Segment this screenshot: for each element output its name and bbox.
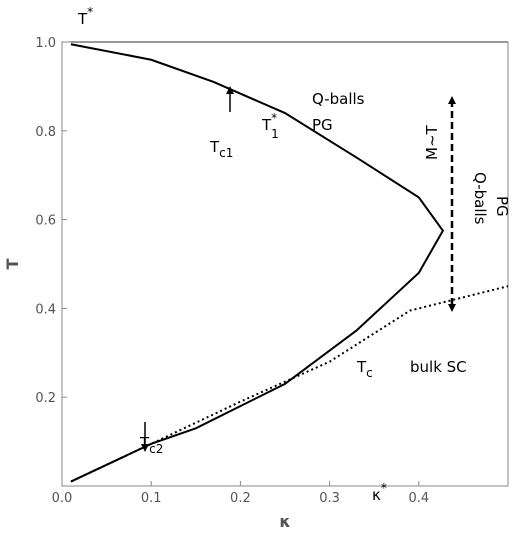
annotation: Tc1	[209, 138, 233, 160]
annotation-sup: *	[381, 481, 387, 495]
annotation-text: PG	[312, 116, 333, 134]
x-tick-label: 0.1	[141, 491, 162, 506]
annotation: T*	[77, 5, 93, 28]
annotation: M~T	[423, 124, 441, 160]
y-tick-label: 0.2	[35, 391, 56, 406]
annotation-sup: *	[271, 111, 277, 125]
annotation: Q-balls	[471, 172, 489, 225]
y-tick-label: 0.4	[35, 302, 56, 317]
annotation-text: PG	[493, 196, 511, 217]
annotation-text: T	[139, 434, 150, 452]
x-tick-label: 0.3	[319, 491, 340, 506]
annotation-text: Q-balls	[471, 172, 489, 225]
plot-frame	[61, 41, 509, 487]
series-line	[70, 285, 509, 483]
annotation: Q-balls	[312, 90, 365, 108]
y-tick-label: 0.6	[35, 214, 56, 229]
x-tick-label: 0.4	[408, 491, 429, 506]
annotation: PG	[493, 196, 511, 217]
annotation: Tc	[356, 358, 373, 380]
annotation-text: Q-balls	[312, 90, 365, 108]
y-axis-label: T	[3, 258, 22, 269]
annotation-text: κ	[372, 486, 381, 504]
annotation-sup: *	[87, 5, 93, 19]
annotation-sub: c1	[219, 146, 233, 160]
annotation-text: T	[77, 10, 88, 28]
y-tick-label: 1.0	[35, 36, 56, 51]
y-tick-label: 0.8	[35, 125, 56, 140]
annotation: bulk SC	[410, 358, 467, 376]
annotation-text: T	[209, 138, 220, 156]
annotation-text: bulk SC	[410, 358, 467, 376]
annotation: Tc2	[139, 434, 163, 456]
annotation-text: T	[356, 358, 367, 376]
series-line	[70, 43, 445, 483]
annotation: T* 1	[261, 111, 279, 141]
annotation-text: T	[261, 116, 272, 134]
annotation: κ*	[372, 481, 387, 504]
annotation-sub: c	[366, 366, 373, 380]
x-tick-label: 0.2	[230, 491, 251, 506]
annotation-text: M~T	[423, 124, 441, 160]
annotation: PG	[312, 116, 333, 134]
x-axis-label: κ	[279, 512, 290, 531]
x-tick-label: 0.0	[52, 491, 73, 506]
annotation-sub: 1	[271, 127, 279, 141]
annotation-sub: c2	[149, 442, 163, 456]
